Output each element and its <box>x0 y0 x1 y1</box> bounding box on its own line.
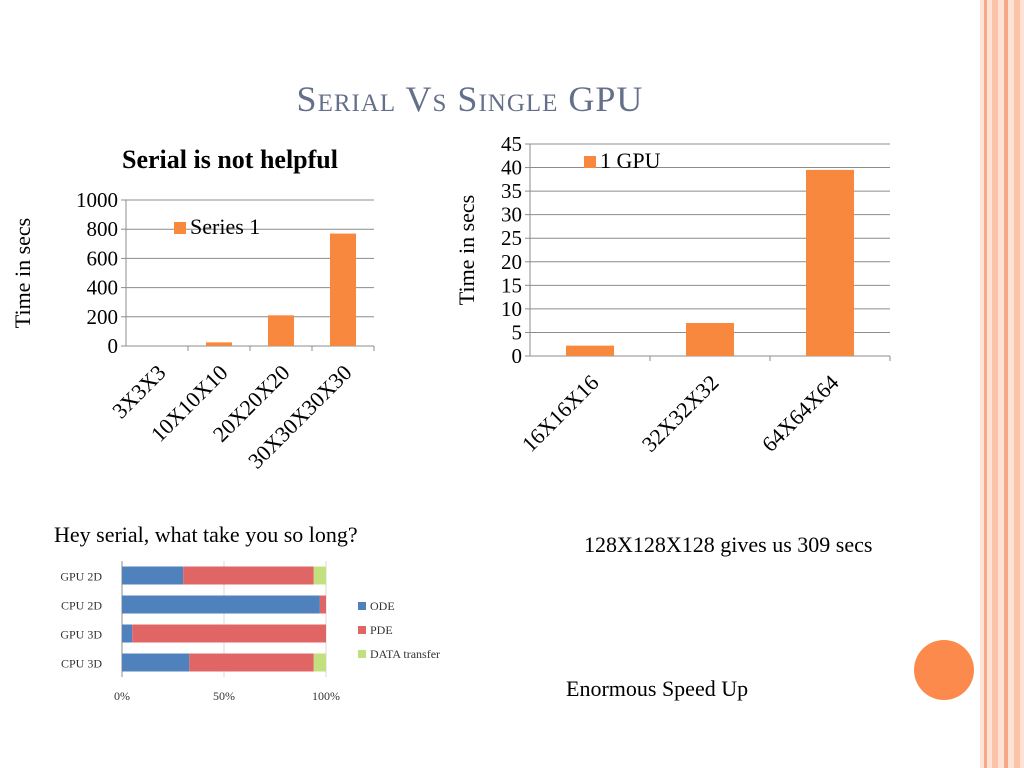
y-tick-label: 0 <box>108 334 119 358</box>
x-tick-label: 0% <box>114 689 130 700</box>
bar <box>329 233 357 346</box>
decorative-stripes <box>980 0 1024 768</box>
y-tick-label: 25 <box>501 226 522 250</box>
y-tick-label: 40 <box>501 156 522 180</box>
bar <box>686 323 734 356</box>
x-tick-label: 32X32X32 <box>637 370 724 457</box>
legend-label: 1 GPU <box>600 148 661 173</box>
y-tick-label: 5 <box>512 320 523 344</box>
stacked-bar-segment <box>122 624 133 643</box>
stacked-bar-segment <box>313 566 326 585</box>
y-tick-label: 45 <box>501 132 522 156</box>
stacked-bar-segment <box>122 566 184 585</box>
legend-swatch <box>584 156 596 168</box>
x-tick-label: 16X16X16 <box>517 370 604 457</box>
y-axis-label: Time in secs <box>10 218 35 328</box>
stacked-bar-segment <box>122 595 320 614</box>
caption-left: Hey serial, what take you so long? <box>54 522 358 547</box>
x-tick-label: 50% <box>213 689 235 700</box>
category-label: CPU 2D <box>61 599 102 613</box>
stacked-percent-chart: 0% 50% 100% GPU 2D CPU 2D GPU 3D CPU 3D ODE PDE D… <box>50 555 460 700</box>
legend-label: Series 1 <box>190 214 260 239</box>
stacked-bar-segment <box>183 566 314 585</box>
y-tick-label: 15 <box>501 273 522 297</box>
y-tick-label: 30 <box>501 203 522 227</box>
y-tick-label: 0 <box>512 344 523 368</box>
decorative-circle <box>914 640 974 700</box>
y-tick-label: 20 <box>501 250 522 274</box>
bar <box>806 169 854 356</box>
y-tick-label: 400 <box>87 276 119 300</box>
category-label: GPU 3D <box>60 628 102 642</box>
chart-title: Serial is not helpful <box>122 145 338 174</box>
x-tick-label: 100% <box>312 689 340 700</box>
legend-swatch <box>358 650 366 658</box>
y-tick-label: 200 <box>87 305 119 329</box>
stacked-bar-segment <box>313 653 326 672</box>
serial-bar-chart: Serial is not helpful 0 200 400 600 800 1000 Ti… <box>10 145 375 473</box>
bar <box>205 342 233 346</box>
y-tick-label: 10 <box>501 297 522 321</box>
legend-swatch <box>358 602 366 610</box>
y-tick-label: 800 <box>87 217 119 241</box>
stacked-bar-segment <box>132 624 326 643</box>
stacked-bar-segment <box>319 595 326 614</box>
legend-label: DATA transfer <box>370 647 440 661</box>
category-label: CPU 3D <box>61 657 102 671</box>
y-tick-label: 600 <box>87 246 119 270</box>
legend-swatch <box>174 222 186 234</box>
x-tick-label: 64X64X64 <box>757 370 844 457</box>
slide-title: Serial Vs Single GPU <box>296 79 644 119</box>
legend-label: ODE <box>370 599 395 613</box>
y-axis-label: Time in secs <box>454 195 479 305</box>
bar <box>267 315 295 346</box>
caption-right: 128X128X128 gives us 309 secs <box>584 532 873 557</box>
stacked-bar-segment <box>122 653 190 672</box>
stacked-bar-segment <box>189 653 314 672</box>
y-tick-label: 1000 <box>76 188 118 212</box>
y-tick-label: 35 <box>501 179 522 203</box>
legend-label: PDE <box>370 623 393 637</box>
caption-bottom: Enormous Speed Up <box>566 676 749 701</box>
legend-swatch <box>358 626 366 634</box>
category-label: GPU 2D <box>60 570 102 584</box>
bar <box>566 345 614 356</box>
